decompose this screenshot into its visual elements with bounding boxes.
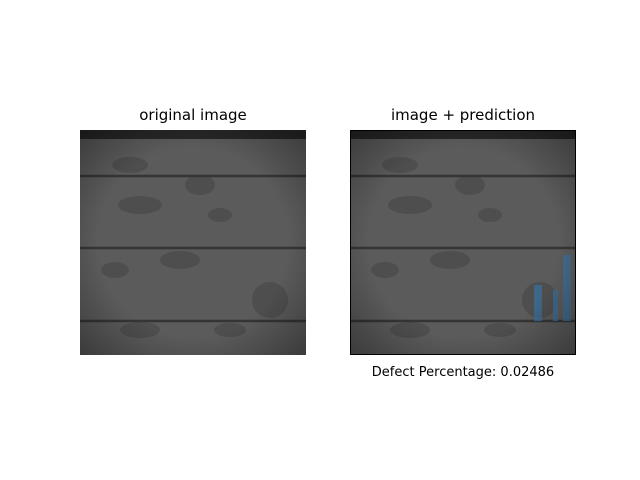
original-image bbox=[80, 130, 306, 355]
prediction-image bbox=[350, 130, 576, 355]
defect-percentage-label: Defect Percentage: bbox=[371, 365, 497, 380]
axes-frame bbox=[350, 130, 576, 355]
defect-percentage-value: 0.02486 bbox=[500, 365, 555, 380]
right-panel-title: image + prediction bbox=[390, 106, 536, 124]
defect-percentage-caption: Defect Percentage: 0.02486 bbox=[340, 365, 586, 381]
left-panel-title: original image bbox=[139, 106, 247, 124]
